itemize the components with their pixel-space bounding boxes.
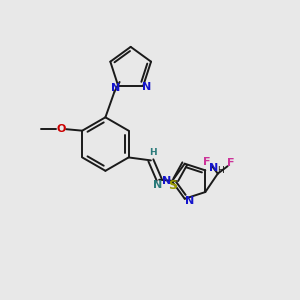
Text: S: S — [168, 178, 177, 192]
Text: H: H — [218, 166, 224, 175]
Text: N: N — [162, 176, 171, 186]
Text: F: F — [203, 157, 210, 167]
Text: N: N — [209, 163, 218, 173]
Text: N: N — [142, 82, 151, 92]
Text: N: N — [111, 83, 120, 93]
Text: N: N — [185, 196, 195, 206]
Text: O: O — [56, 124, 65, 134]
Text: F: F — [227, 158, 235, 168]
Text: H: H — [149, 148, 157, 158]
Text: N: N — [153, 180, 162, 190]
